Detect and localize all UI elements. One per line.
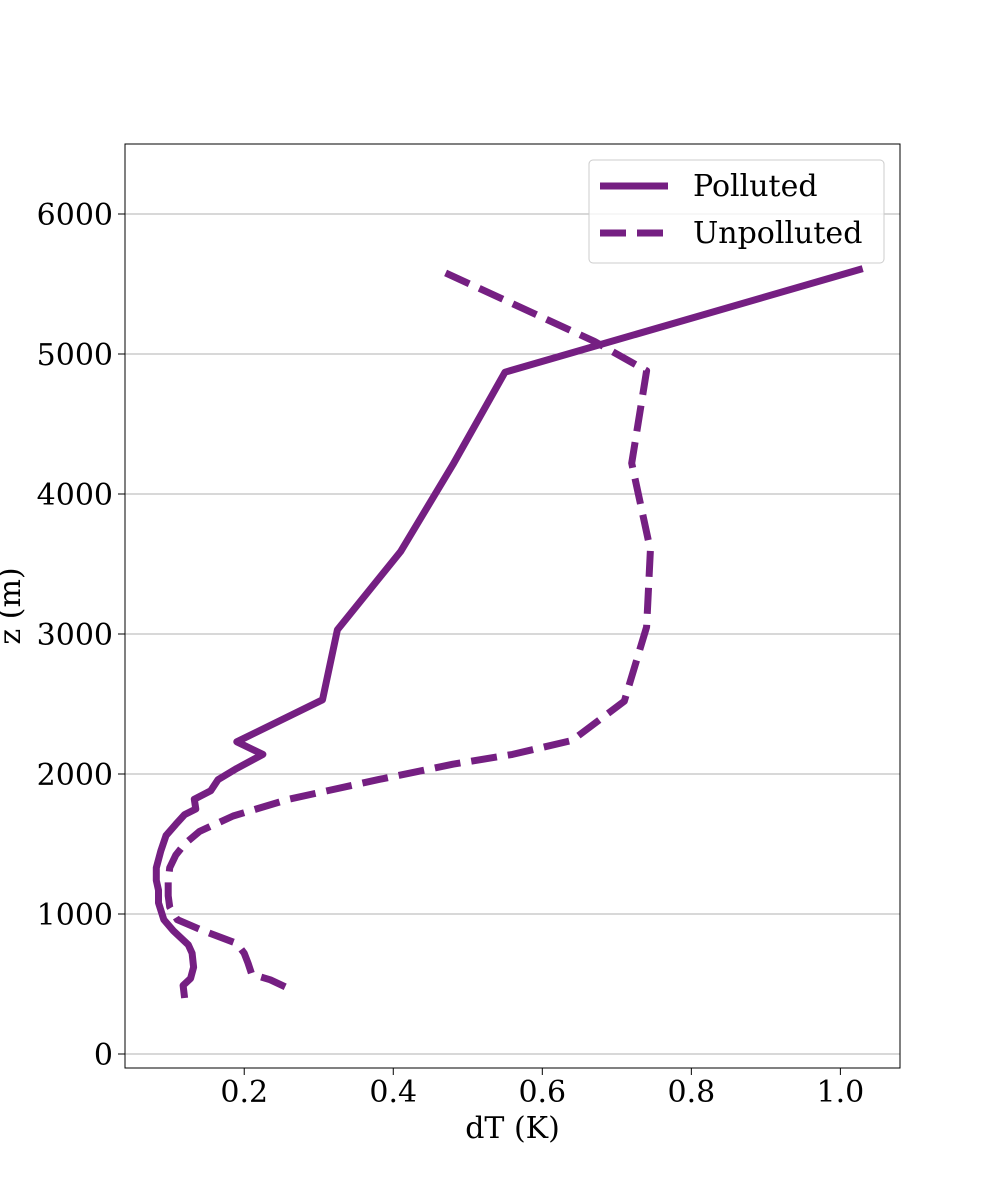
x-tick-label: 1.0 xyxy=(817,1075,865,1110)
y-axis-label: z (m) xyxy=(0,567,28,644)
series-lines xyxy=(152,265,864,999)
plot-frame xyxy=(124,143,901,1069)
y-axis-ticks: 0 1000 2000 3000 4000 5000 6000 xyxy=(37,198,125,1073)
y-tick-label: 3000 xyxy=(37,618,113,653)
legend: Polluted Unpolluted xyxy=(588,159,885,264)
y-tick-label: 2000 xyxy=(37,758,113,793)
x-tick-label: 0.6 xyxy=(518,1075,566,1110)
x-tick-label: 0.8 xyxy=(667,1075,715,1110)
legend-label-unpolluted: Unpolluted xyxy=(693,216,862,251)
y-tick-label: 5000 xyxy=(37,338,113,373)
y-tick-label: 0 xyxy=(94,1038,113,1073)
x-axis-label: dT (K) xyxy=(465,1111,560,1146)
series-line-polluted xyxy=(152,265,864,999)
y-tick-label: 6000 xyxy=(37,198,113,233)
x-axis-ticks: 0.2 0.4 0.6 0.8 1.0 xyxy=(220,1068,864,1110)
y-tick-label: 4000 xyxy=(37,478,113,513)
series-line-unpolluted xyxy=(164,269,654,990)
x-tick-label: 0.4 xyxy=(369,1075,417,1110)
x-tick-label: 0.2 xyxy=(220,1075,268,1110)
legend-label-polluted: Polluted xyxy=(693,169,818,204)
y-tick-label: 1000 xyxy=(37,898,113,933)
